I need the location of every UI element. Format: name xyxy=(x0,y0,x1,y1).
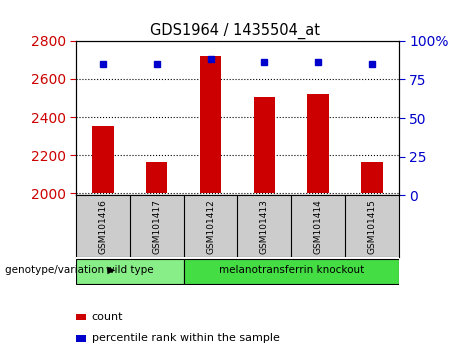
Text: count: count xyxy=(92,312,123,322)
Bar xyxy=(254,97,275,193)
Text: GSM101417: GSM101417 xyxy=(152,199,161,254)
FancyBboxPatch shape xyxy=(183,258,399,284)
Text: wild type: wild type xyxy=(106,266,154,275)
Text: percentile rank within the sample: percentile rank within the sample xyxy=(92,333,280,343)
Text: GSM101415: GSM101415 xyxy=(367,199,376,254)
Text: genotype/variation ▶: genotype/variation ▶ xyxy=(5,266,115,275)
Text: GDS1964 / 1435504_at: GDS1964 / 1435504_at xyxy=(150,23,320,39)
Bar xyxy=(361,162,383,193)
Bar xyxy=(146,162,167,193)
Text: GSM101414: GSM101414 xyxy=(313,199,323,253)
FancyBboxPatch shape xyxy=(76,258,183,284)
Text: GSM101413: GSM101413 xyxy=(260,199,269,254)
Bar xyxy=(92,126,114,193)
Text: melanotransferrin knockout: melanotransferrin knockout xyxy=(219,266,364,275)
Bar xyxy=(200,56,221,193)
Bar xyxy=(307,94,329,193)
Text: GSM101416: GSM101416 xyxy=(99,199,107,254)
Text: GSM101412: GSM101412 xyxy=(206,199,215,253)
